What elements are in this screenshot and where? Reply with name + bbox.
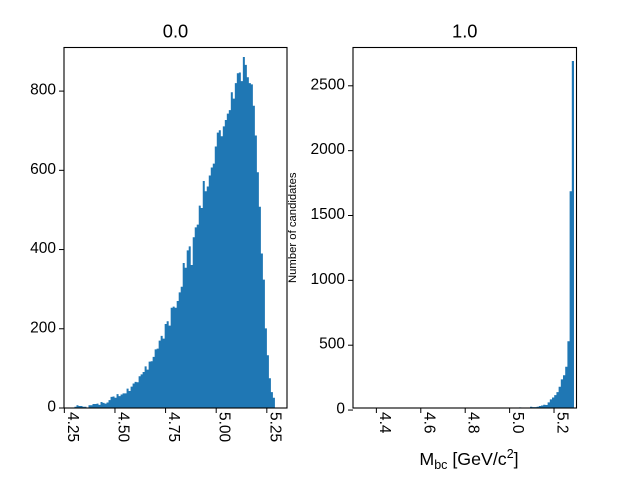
svg-text:4.4: 4.4 xyxy=(376,412,393,434)
svg-text:0.0: 0.0 xyxy=(163,21,188,42)
svg-text:4.25: 4.25 xyxy=(64,412,81,442)
svg-text:800: 800 xyxy=(30,82,56,99)
svg-text:4.6: 4.6 xyxy=(420,412,437,434)
svg-text:2500: 2500 xyxy=(311,76,346,93)
svg-text:Number of candidates: Number of candidates xyxy=(287,172,299,283)
svg-text:1000: 1000 xyxy=(311,271,346,288)
svg-text:0: 0 xyxy=(336,401,345,418)
svg-text:500: 500 xyxy=(319,336,345,353)
svg-text:2000: 2000 xyxy=(311,141,346,158)
svg-text:600: 600 xyxy=(30,161,56,178)
svg-text:4.50: 4.50 xyxy=(114,412,131,443)
svg-text:0: 0 xyxy=(47,399,56,416)
svg-text:400: 400 xyxy=(30,240,56,257)
svg-text:200: 200 xyxy=(30,319,56,336)
svg-text:5.2: 5.2 xyxy=(554,412,571,434)
svg-text:4.8: 4.8 xyxy=(465,412,482,434)
svg-text:5.25: 5.25 xyxy=(266,412,283,442)
svg-text:1500: 1500 xyxy=(311,206,346,223)
svg-text:4.75: 4.75 xyxy=(165,412,182,442)
svg-text:1.0: 1.0 xyxy=(452,21,477,42)
svg-text:5.00: 5.00 xyxy=(216,412,233,443)
svg-text:5.0: 5.0 xyxy=(509,412,526,434)
